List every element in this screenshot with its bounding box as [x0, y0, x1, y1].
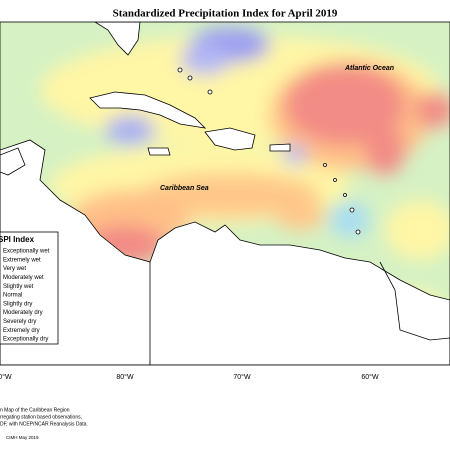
- legend-item: Exceptionally dry: [3, 337, 48, 343]
- footnote: CIMH May 2019: [6, 435, 39, 440]
- longitude-label: 90°W: [0, 373, 12, 381]
- longitude-label: 60°W: [361, 373, 379, 381]
- legend-item: Very wet: [3, 266, 26, 272]
- legend-item: Moderately wet: [3, 275, 44, 281]
- longitude-label: 70°W: [233, 373, 251, 381]
- map-label: Atlantic Ocean: [344, 65, 394, 72]
- legend-item: Slightly wet: [3, 284, 34, 290]
- legend-title: SPI Index: [0, 235, 35, 244]
- footnote: rregating station based observations,: [0, 414, 82, 420]
- map: Atlantic Ocean Caribbean Sea SPI Index E…: [0, 22, 450, 365]
- map-label: Caribbean Sea: [160, 185, 209, 192]
- longitude-label: 80°W: [116, 373, 134, 381]
- legend-item: Normal: [3, 293, 22, 299]
- legend: SPI Index Exceptionally wet Extremely wet…: [0, 231, 59, 345]
- legend-item: Severely dry: [3, 319, 36, 325]
- legend-item: Extremely wet: [3, 257, 41, 263]
- title: Standardized Precipitation Index for Apr…: [113, 8, 338, 20]
- legend-item: Extremely dry: [3, 328, 40, 334]
- legend-item: Slightly dry: [3, 301, 32, 307]
- footnote: n Map of the Caribbean Region: [0, 407, 70, 413]
- footnote: DF, with NCEP/NCAR Reanalysis Data.: [0, 421, 88, 427]
- legend-item: Moderately dry: [3, 310, 43, 316]
- legend-item: Exceptionally wet: [3, 249, 50, 255]
